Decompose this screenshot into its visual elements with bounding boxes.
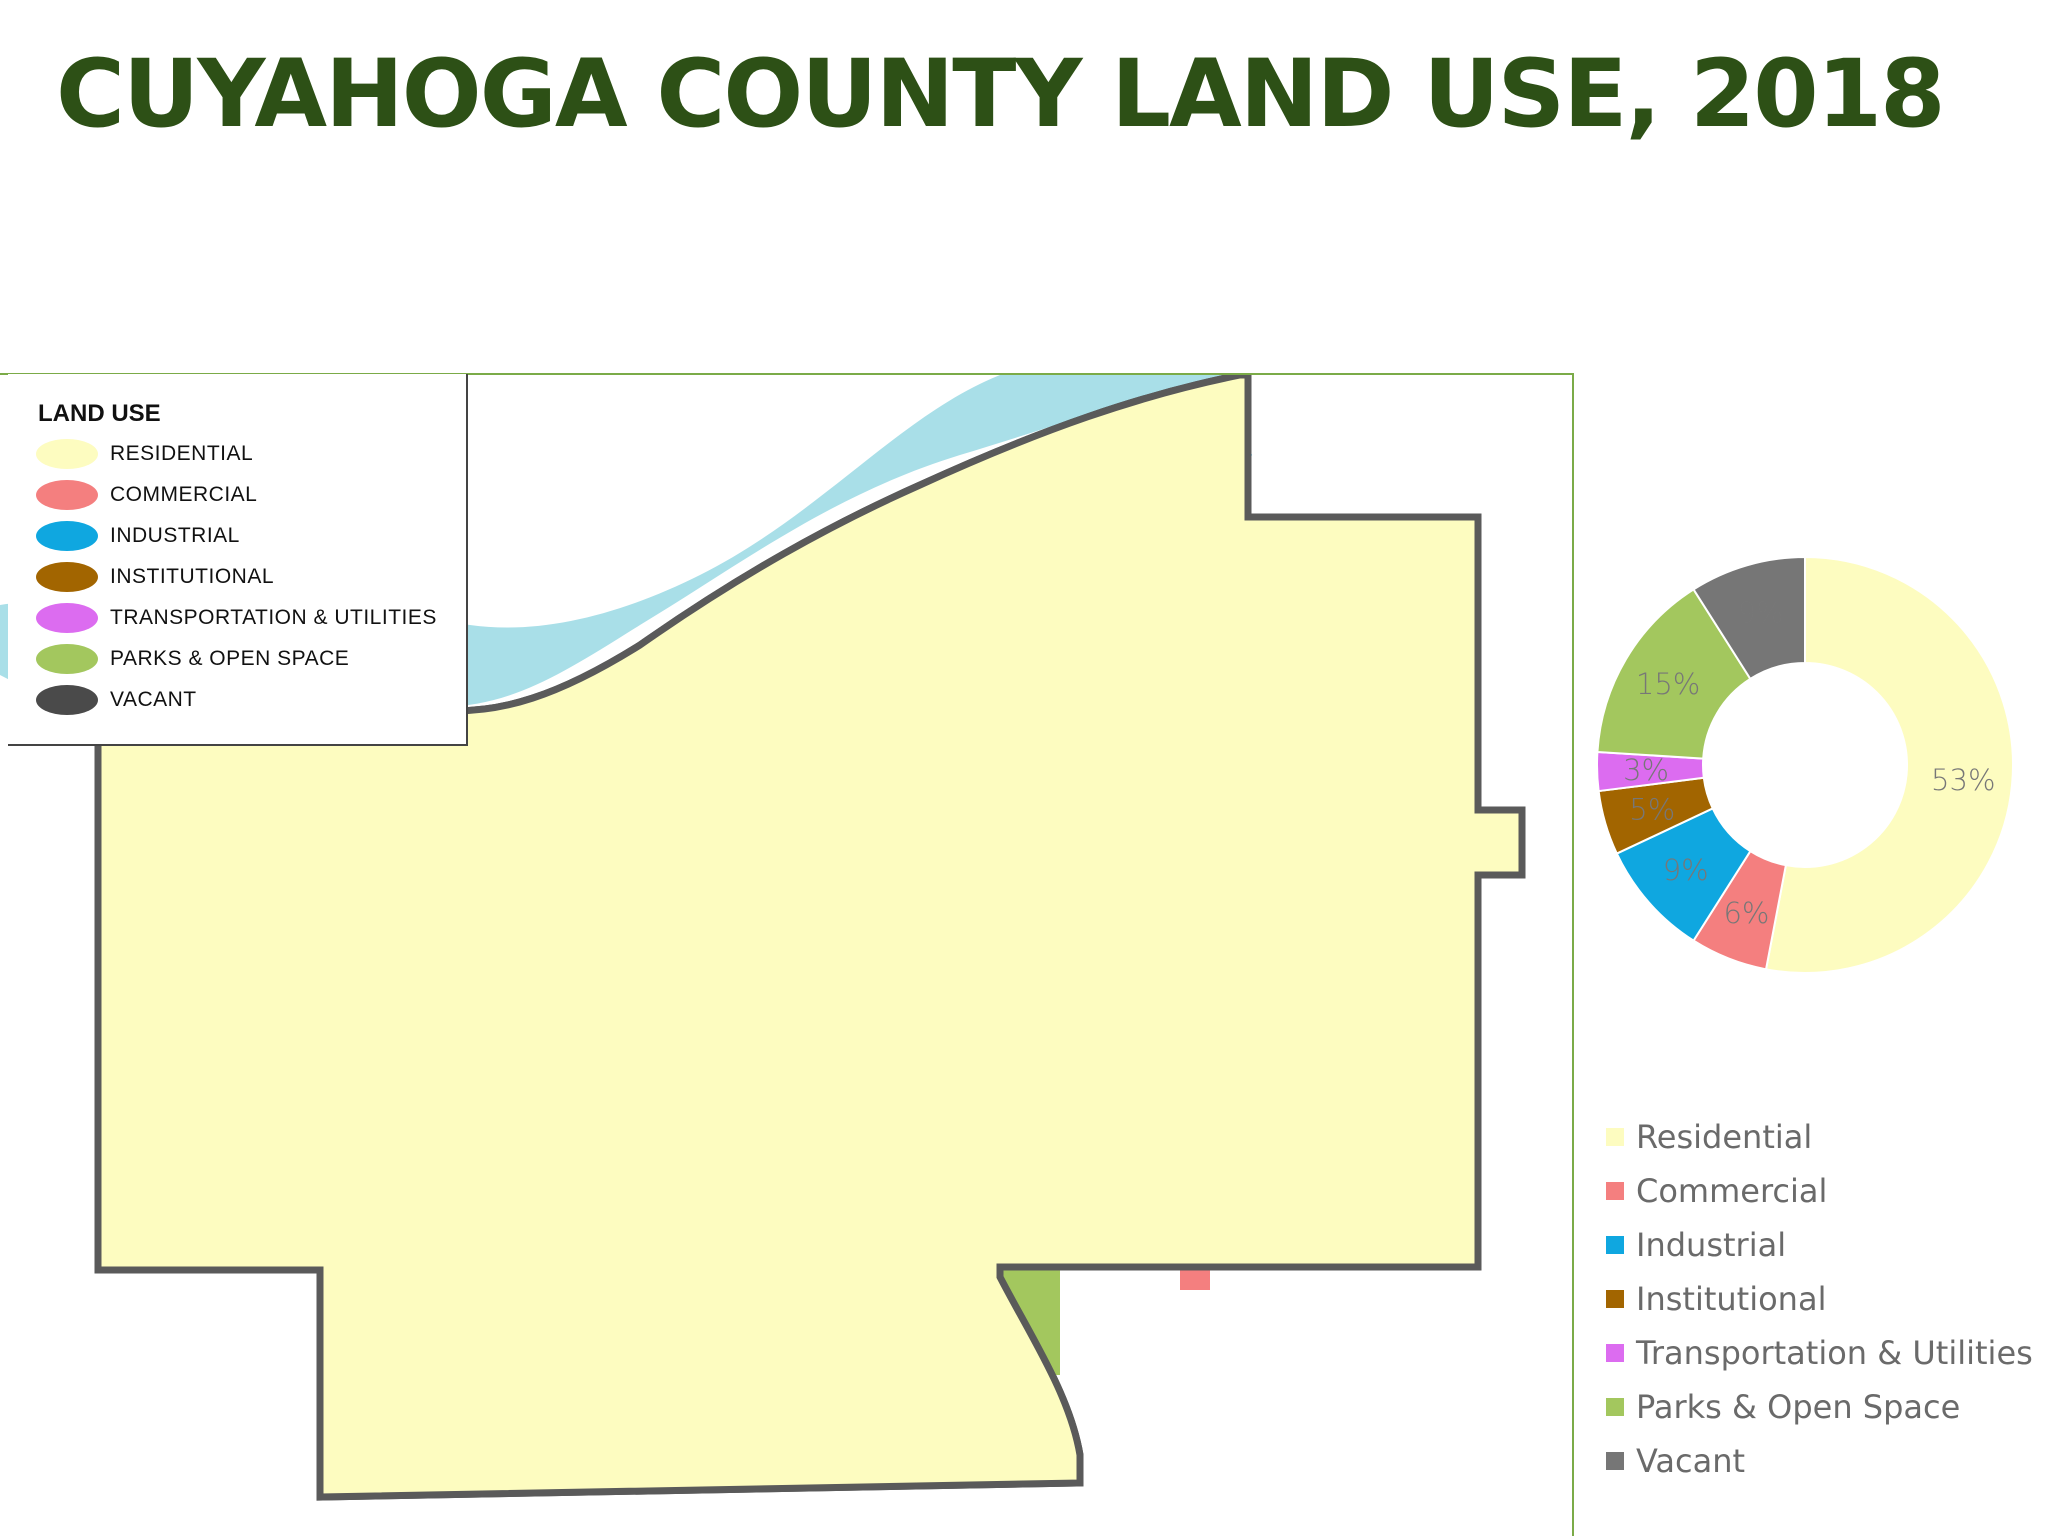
donut-slice-vacant (1692, 555, 1806, 681)
map-legend-label: VACANT (110, 688, 197, 711)
donut-legend-label: Institutional (1636, 1280, 1827, 1318)
donut-slice-label: 9% (1738, 595, 1784, 629)
map-legend-label: INSTITUTIONAL (110, 565, 275, 588)
donut-legend-swatch (1606, 1398, 1624, 1416)
donut-legend-item: Institutional (1606, 1272, 2033, 1326)
page-title: CUYAHOGA COUNTY LAND USE, 2018 (56, 40, 1946, 149)
donut-slice-residential (1764, 555, 2014, 974)
donut-legend-label: Transportation & Utilities (1636, 1334, 2033, 1372)
vacant-swatch (36, 685, 98, 715)
map-legend-item-residential: RESIDENTIAL (36, 436, 253, 472)
map-legend-item-parks: PARKS & OPEN SPACE (36, 641, 349, 677)
donut-legend-swatch (1606, 1128, 1624, 1146)
map-legend-label: COMMERCIAL (110, 483, 258, 506)
donut-slice-parks-open-space (1596, 587, 1752, 760)
donut-legend-item: Parks & Open Space (1606, 1380, 2033, 1434)
donut-legend-swatch (1606, 1344, 1624, 1362)
donut-slice-label: 53% (1931, 763, 1995, 797)
donut-legend-swatch (1606, 1182, 1624, 1200)
residential-swatch (36, 439, 98, 469)
map-legend-item-institutional: INSTITUTIONAL (36, 559, 274, 595)
donut-slice-label: 15% (1636, 667, 1700, 701)
institutional-swatch (36, 562, 98, 592)
donut-slice-label: 5% (1629, 792, 1675, 826)
donut-legend-item: Industrial (1606, 1218, 2033, 1272)
industrial-swatch (36, 521, 98, 551)
donut-legend-item: Residential (1606, 1110, 2033, 1164)
map-legend-label: RESIDENTIAL (110, 442, 254, 465)
donut-legend-label: Parks & Open Space (1636, 1388, 1961, 1426)
map-legend-item-industrial: INDUSTRIAL (36, 518, 240, 554)
donut-legend-label: Vacant (1636, 1442, 1746, 1480)
donut-legend: Residential Commercial Industrial Instituti… (1606, 1110, 2033, 1488)
map-legend-item-vacant: VACANT (36, 682, 197, 718)
donut-legend-item: Vacant (1606, 1434, 2033, 1488)
donut-legend-item: Transportation & Utilities (1606, 1326, 2033, 1380)
map-legend-label: TRANSPORTATION & UTILITIES (110, 606, 437, 629)
donut-legend-label: Commercial (1636, 1172, 1828, 1210)
donut-legend-swatch (1606, 1452, 1624, 1470)
map-legend-label: PARKS & OPEN SPACE (110, 647, 350, 670)
donut-slice-label: 9% (1663, 853, 1709, 887)
donut-legend-label: Industrial (1636, 1226, 1787, 1264)
map-legend-item-transportation: TRANSPORTATION & UTILITIES (36, 600, 437, 636)
parks-swatch (36, 644, 98, 674)
map-legend-item-commercial: COMMERCIAL (36, 477, 257, 513)
donut-legend-item: Commercial (1606, 1164, 2033, 1218)
donut-legend-label: Residential (1636, 1118, 1813, 1156)
land-use-donut-chart: 53% 6% 9% 5% 3% 15% 9% (1596, 555, 2014, 974)
donut-slice-label: 3% (1623, 753, 1669, 787)
donut-legend-swatch (1606, 1236, 1624, 1254)
map-legend: LAND USE RESIDENTIAL COMMERCIAL INDUSTRI… (8, 374, 468, 746)
map-legend-label: INDUSTRIAL (110, 524, 240, 547)
transportation-swatch (36, 603, 98, 633)
donut-legend-swatch (1606, 1290, 1624, 1308)
map-legend-title: LAND USE (38, 400, 161, 427)
donut-slice-label: 6% (1723, 896, 1769, 930)
commercial-swatch (36, 480, 98, 510)
